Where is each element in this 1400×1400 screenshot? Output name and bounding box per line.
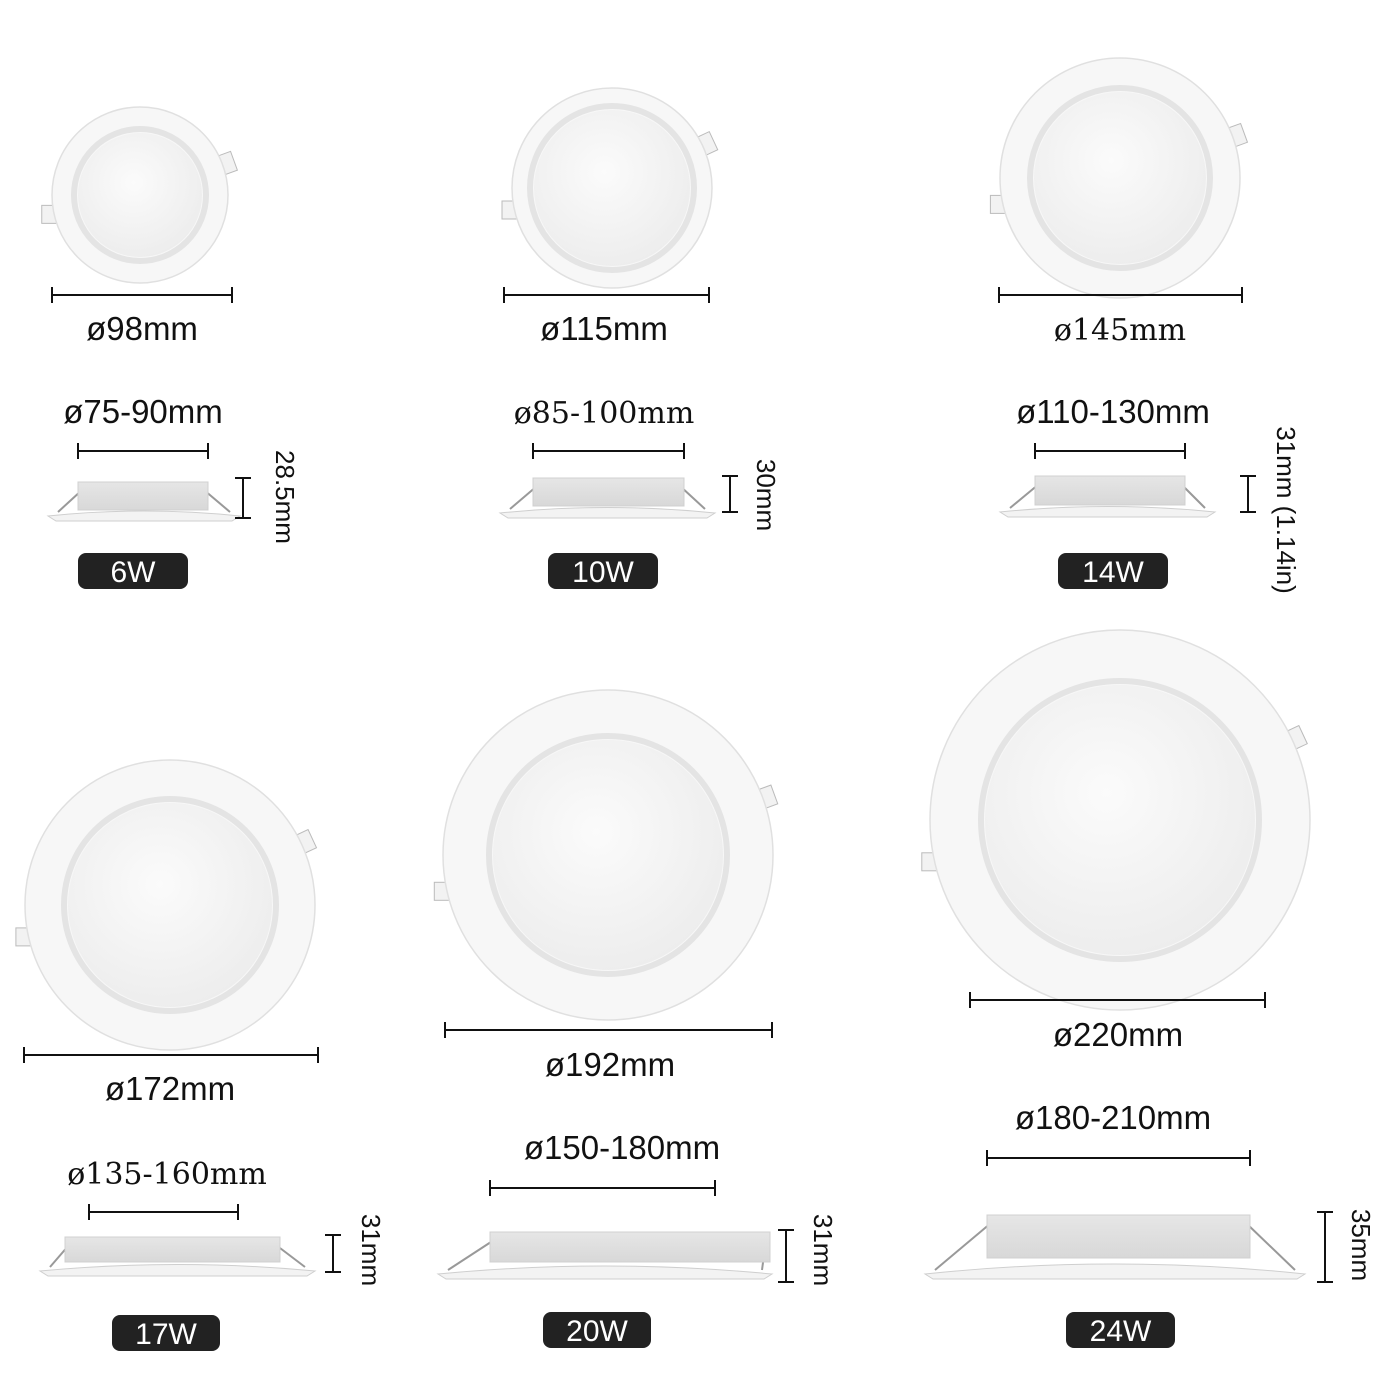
cutout-dimension-line bbox=[77, 443, 209, 459]
model-panel: ø98mm ø75-90mm 28.5mm 6W bbox=[41, 106, 300, 589]
height-label: 31mm (1.14in) bbox=[1271, 426, 1301, 594]
height-label: 35mm bbox=[1346, 1209, 1376, 1281]
height-label: 31mm bbox=[356, 1214, 386, 1286]
diameter-dimension-line bbox=[969, 992, 1266, 1008]
diameter-dimension-line bbox=[998, 287, 1243, 303]
diffuser bbox=[493, 740, 723, 970]
downlight-side-view bbox=[38, 1236, 317, 1277]
downlight-side-view bbox=[998, 475, 1217, 518]
model-panel: ø192mm ø150-180mm 31mm 20W bbox=[433, 689, 838, 1348]
downlight-side-view bbox=[923, 1214, 1307, 1280]
height-dimension-line bbox=[325, 1234, 341, 1273]
height-dimension-line bbox=[235, 477, 251, 519]
cutout-label: ø110-130mm bbox=[1016, 393, 1210, 430]
downlight-side-view bbox=[46, 481, 242, 522]
diffuser bbox=[985, 685, 1255, 955]
bezel-ring bbox=[1027, 85, 1213, 271]
wattage-badge: 6W bbox=[78, 553, 188, 589]
wattage-label: 10W bbox=[572, 556, 634, 589]
model-panel: ø115mm ø85-100mm 30mm 10W bbox=[498, 87, 781, 589]
diffuser bbox=[534, 110, 690, 266]
diameter-dimension-line bbox=[23, 1047, 319, 1063]
wattage-badge: 24W bbox=[1066, 1312, 1175, 1348]
diffuser bbox=[68, 803, 272, 1007]
wattage-badge: 10W bbox=[548, 553, 658, 589]
cutout-label: ø85-100mm bbox=[514, 396, 695, 431]
downlight-side-view bbox=[498, 477, 717, 519]
diameter-label: ø98mm bbox=[86, 310, 198, 347]
diameter-label: ø220mm bbox=[1053, 1016, 1183, 1053]
diffuser bbox=[78, 133, 202, 257]
model-panel: ø220mm ø180-210mm 35mm 24W bbox=[921, 629, 1376, 1348]
cutout-label: ø75-90mm bbox=[63, 393, 223, 430]
height-dimension-line bbox=[1317, 1211, 1333, 1283]
bezel-ring bbox=[61, 796, 279, 1014]
bezel-ring bbox=[71, 126, 209, 264]
diameter-label: ø172mm bbox=[105, 1070, 235, 1107]
wattage-label: 6W bbox=[111, 556, 157, 589]
bezel-ring bbox=[527, 103, 697, 273]
wattage-badge: 17W bbox=[112, 1315, 220, 1351]
diameter-label: ø192mm bbox=[545, 1046, 675, 1083]
height-dimension-line bbox=[778, 1229, 794, 1283]
downlight-side-view bbox=[436, 1231, 774, 1280]
height-dimension-line bbox=[1240, 475, 1256, 513]
wattage-badge: 20W bbox=[543, 1312, 651, 1348]
wattage-badge: 14W bbox=[1058, 553, 1168, 589]
diameter-dimension-line bbox=[503, 287, 710, 303]
cutout-label: ø135-160mm bbox=[67, 1157, 267, 1192]
wattage-label: 20W bbox=[566, 1315, 628, 1348]
wattage-label: 24W bbox=[1090, 1315, 1152, 1348]
wattage-label: 17W bbox=[135, 1318, 197, 1351]
height-label: 31mm bbox=[808, 1214, 838, 1286]
bezel-ring bbox=[978, 678, 1262, 962]
diameter-label: ø145mm bbox=[1054, 313, 1186, 348]
cutout-dimension-line bbox=[1034, 443, 1186, 459]
cutout-label: ø180-210mm bbox=[1015, 1099, 1211, 1136]
height-label: 30mm bbox=[751, 459, 781, 531]
cutout-label: ø150-180mm bbox=[524, 1129, 720, 1166]
wattage-label: 14W bbox=[1082, 556, 1144, 589]
diffuser bbox=[1034, 92, 1206, 264]
diameter-label: ø115mm bbox=[540, 310, 668, 347]
cutout-dimension-line bbox=[532, 443, 685, 459]
model-panel: ø172mm ø135-160mm 31mm 17W bbox=[15, 759, 386, 1351]
cutout-dimension-line bbox=[986, 1150, 1251, 1166]
diameter-dimension-line bbox=[51, 287, 233, 303]
diameter-dimension-line bbox=[444, 1022, 773, 1038]
height-label: 28.5mm bbox=[270, 450, 300, 544]
cutout-dimension-line bbox=[489, 1180, 716, 1196]
height-dimension-line bbox=[722, 475, 738, 513]
cutout-dimension-line bbox=[88, 1204, 239, 1220]
bezel-ring bbox=[486, 733, 730, 977]
model-panel: ø145mm ø110-130mm 31mm (1.14in) 14W bbox=[989, 57, 1301, 594]
